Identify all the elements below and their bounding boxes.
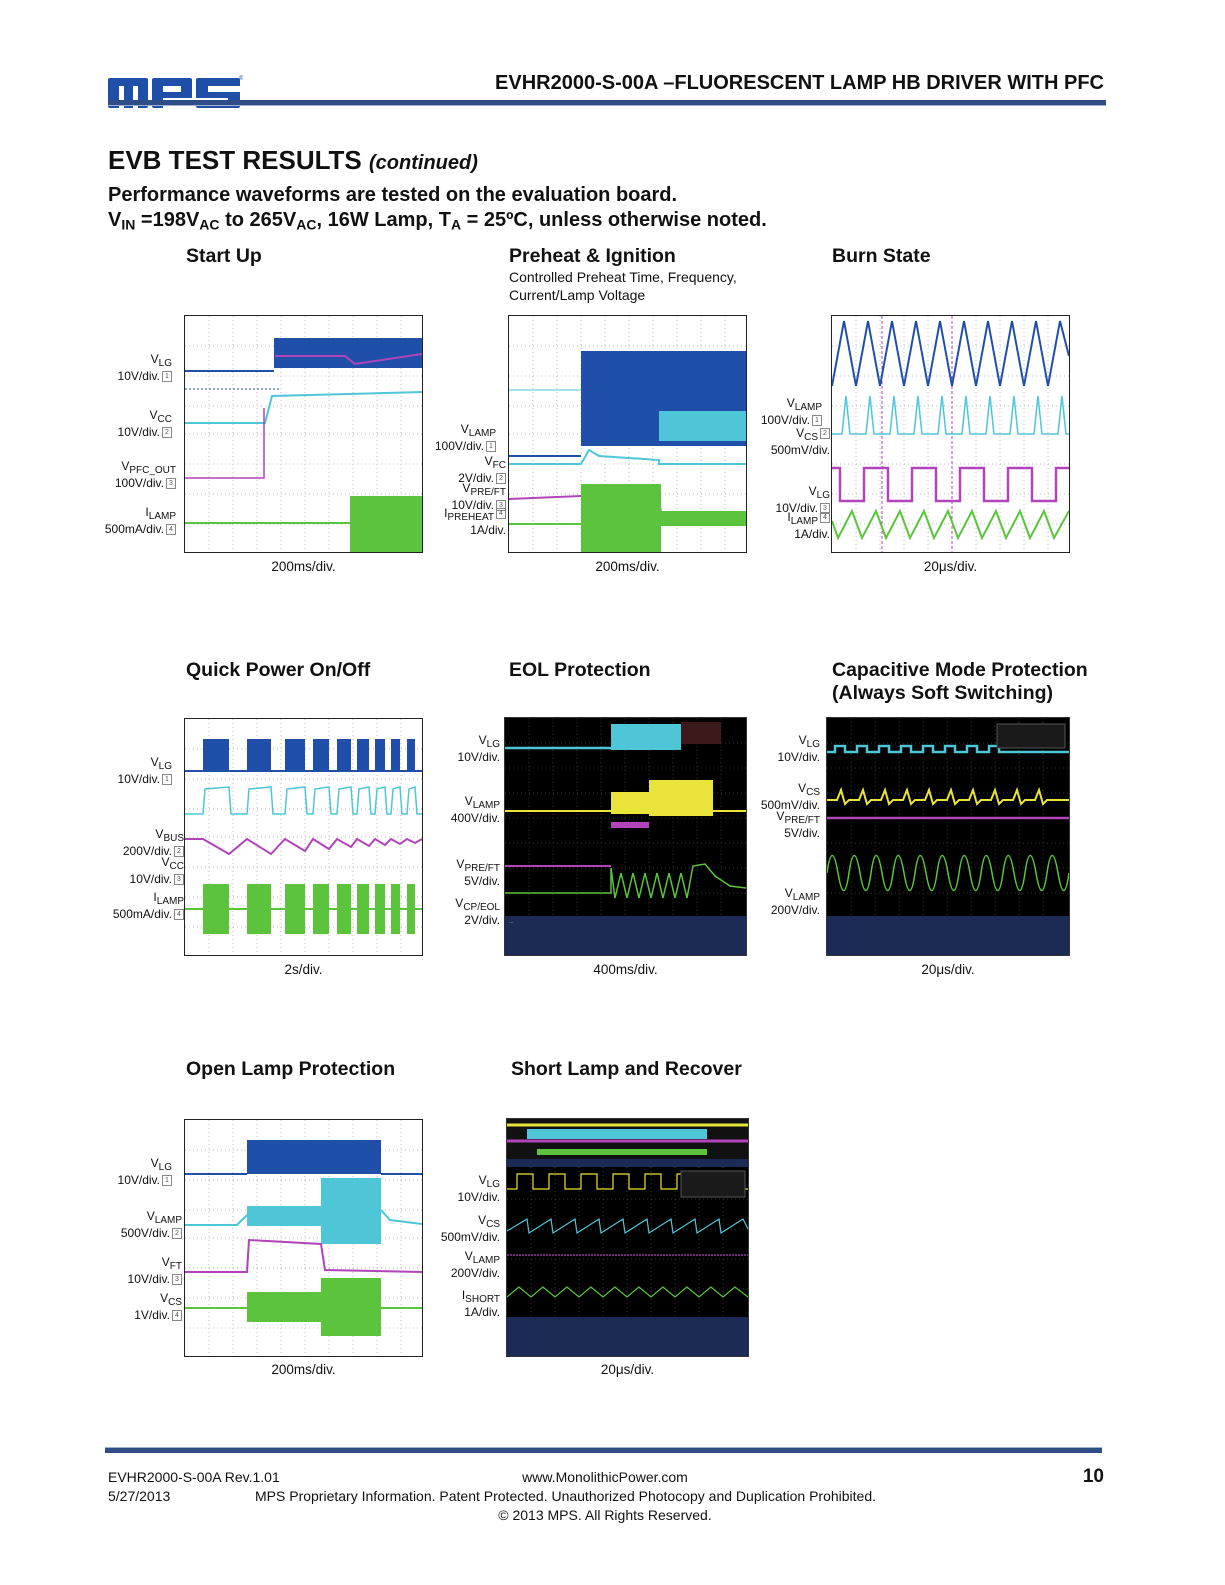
panel-title-burn: Burn State [832,245,931,267]
panel-title-startup: Start Up [186,245,262,267]
label-shortlamp-vlamp: VLAMP 200V/div. [450,1249,500,1280]
scope-quick [184,718,423,956]
performance-line-1: Performance waveforms are tested on the … [108,184,678,206]
scope-shortlamp [506,1118,749,1357]
performance-line-2: VIN =198VAC to 265VAC, 16W Lamp, TA = 25… [108,209,767,233]
label-openlamp-vlg: VLG 10V/div. 1 [117,1156,172,1187]
preheat-subtitle-line-1: Controlled Preheat Time, Frequency, [509,269,737,285]
footer-proprietary: MPS Proprietary Information. Patent Prot… [255,1488,877,1504]
label-quick-vcc: VCC 10V/div. 3 [129,855,184,886]
label-eol-vcpeol: VCP/EOL 2V/div. [455,896,500,927]
label-cap-vcs: VCS 500mV/div. [760,781,820,812]
cap-title-line-1: Capacitive Mode Protection [832,659,1088,681]
label-preheat-ipreheat: IPREHEAT 4 1A/div. [444,506,506,537]
time-div-openlamp: 200ms/div. [271,1362,336,1377]
label-startup-vlg: VLG 10V/div. 1 [117,352,172,383]
panel-title-eol: EOL Protection [509,659,651,681]
svg-text:···: ··· [509,920,514,926]
scope-openlamp [184,1119,423,1357]
panel-title-cap: Capacitive Mode Protection (Always Soft … [832,659,1088,705]
panel-title-quick: Quick Power On/Off [186,659,371,681]
label-burn-vlamp: VLAMP 100V/div. 1 [760,396,822,427]
label-openlamp-vcs: VCS 1V/div. 4 [134,1291,182,1322]
label-preheat-vlamp: VLAMP 100V/div. 1 [434,422,496,453]
scope-startup [184,315,423,553]
header-rule [108,100,1106,106]
label-burn-ilamp: ILAMP 4 1A/div. [787,510,830,541]
section-title-text: EVB TEST RESULTS [108,145,362,175]
panel-subtitle-preheat: Controlled Preheat Time, Frequency, Curr… [509,268,737,304]
page-number: 10 [1082,1466,1104,1487]
label-preheat-vpreft: VPRE/FT 10V/div. 3 [451,481,506,512]
panel-title-openlamp: Open Lamp Protection [186,1058,396,1080]
label-burn-vcs: VCS 2 500mV/div. [770,426,830,457]
scope-burn [831,315,1070,553]
panel-title-preheat: Preheat & Ignition [509,245,676,267]
time-div-quick: 2s/div. [284,962,323,977]
time-div-burn: 20μs/div. [923,559,978,574]
scope-preheat [508,315,747,553]
section-title: EVB TEST RESULTS (continued) [108,145,478,176]
label-preheat-vfc: VFC 2V/div. 2 [458,454,506,485]
cap-title-line-2: (Always Soft Switching) [832,682,1054,704]
label-eol-vlamp: VLAMP 400V/div. [450,794,500,825]
label-openlamp-vft: VFT 10V/div. 3 [127,1255,182,1286]
label-quick-vbus: VBUS 200V/div. 2 [122,827,184,858]
footer-date: 5/27/2013 [108,1488,171,1504]
label-startup-vpfc: VPFC_OUT 100V/div. 3 [114,459,176,490]
time-div-startup: 200ms/div. [271,559,336,574]
label-cap-vlamp: VLAMP 200V/div. [770,886,820,917]
label-shortlamp-ishort: ISHORT 1A/div. [461,1288,500,1319]
section-continued: (continued) [369,152,478,174]
label-startup-ilamp: ILAMP 500mA/div. 4 [104,505,176,536]
footer-rule [105,1447,1102,1453]
label-shortlamp-vlg: VLG 10V/div. [457,1173,500,1204]
time-div-shortlamp: 20μs/div. [600,1362,655,1377]
label-burn-vlg: VLG 10V/div. 3 [775,484,830,515]
panel-title-shortlamp: Short Lamp and Recover [511,1058,742,1080]
scope-eol: ··· [504,717,747,956]
time-div-eol: 400ms/div. [593,962,658,977]
label-shortlamp-vcs: VCS 500mV/div. [440,1213,500,1244]
label-startup-vcc: VCC 10V/div. 2 [117,408,172,439]
label-openlamp-vlamp: VLAMP 500V/div. 2 [120,1209,182,1240]
preheat-subtitle-line-2: Current/Lamp Voltage [509,287,646,303]
scope-cap [826,717,1070,956]
footer-doc: EVHR2000-S-00A Rev.1.01 [108,1469,280,1485]
header-title: EVHR2000-S-00A –FLUORESCENT LAMP HB DRIV… [495,72,1104,94]
footer-url: www.MonolithicPower.com [522,1469,688,1485]
label-cap-vpreft: VPRE/FT 5V/div. [776,809,820,840]
svg-text:®: ® [239,75,243,82]
label-cap-vlg: VLG 10V/div. [777,733,820,764]
label-eol-vlg: VLG 10V/div. [457,733,500,764]
time-div-preheat: 200ms/div. [595,559,660,574]
label-quick-vlg: VLG 10V/div. 1 [117,755,172,786]
footer-copyright: © 2013 MPS. All Rights Reserved. [498,1507,712,1523]
label-eol-vpreft: VPRE/FT 5V/div. [456,857,500,888]
time-div-cap: 20μs/div. [921,962,975,977]
label-quick-ilamp: ILAMP 500mA/div. 4 [112,890,184,921]
